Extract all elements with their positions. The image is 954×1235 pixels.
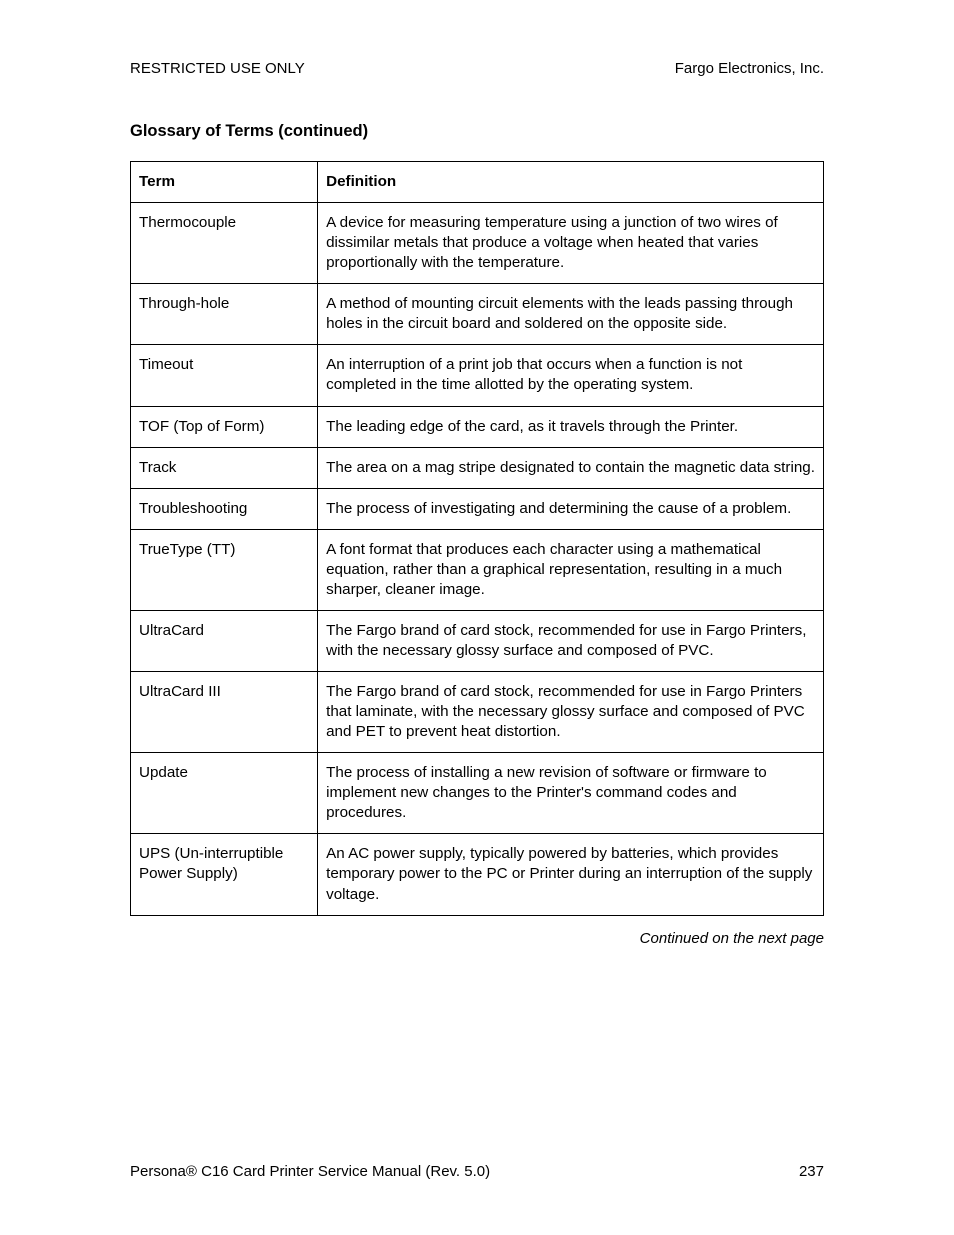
term-column-header: Term — [131, 162, 318, 203]
page-header: RESTRICTED USE ONLY Fargo Electronics, I… — [130, 60, 824, 77]
header-left-text: RESTRICTED USE ONLY — [130, 60, 305, 77]
footer-product-prefix: Persona — [130, 1163, 186, 1180]
definition-cell: An interruption of a print job that occu… — [318, 345, 824, 406]
table-row: UPS (Un-interruptible Power Supply) An A… — [131, 834, 824, 915]
footer-page-number: 237 — [799, 1163, 824, 1180]
table-row: TrueType (TT) A font format that produce… — [131, 529, 824, 610]
definition-cell: The leading edge of the card, as it trav… — [318, 406, 824, 447]
header-right-text: Fargo Electronics, Inc. — [675, 60, 824, 77]
term-cell: TOF (Top of Form) — [131, 406, 318, 447]
table-row: Timeout An interruption of a print job t… — [131, 345, 824, 406]
table-row: UltraCard The Fargo brand of card stock,… — [131, 610, 824, 671]
page-footer: Persona® C16 Card Printer Service Manual… — [130, 1163, 824, 1180]
footer-left-text: Persona® C16 Card Printer Service Manual… — [130, 1163, 490, 1180]
definition-cell: A device for measuring temperature using… — [318, 203, 824, 284]
continued-note: Continued on the next page — [130, 930, 824, 947]
term-cell: TrueType (TT) — [131, 529, 318, 610]
term-cell: Thermocouple — [131, 203, 318, 284]
table-row: Through-hole A method of mounting circui… — [131, 284, 824, 345]
definition-cell: A method of mounting circuit elements wi… — [318, 284, 824, 345]
definition-cell: The Fargo brand of card stock, recommend… — [318, 610, 824, 671]
table-row: Troubleshooting The process of investiga… — [131, 488, 824, 529]
document-page: RESTRICTED USE ONLY Fargo Electronics, I… — [0, 0, 954, 1235]
section-title: Glossary of Terms (continued) — [130, 122, 824, 141]
definition-cell: An AC power supply, typically powered by… — [318, 834, 824, 915]
term-cell: Troubleshooting — [131, 488, 318, 529]
footer-product-suffix: C16 Card Printer Service Manual (Rev. 5.… — [197, 1163, 490, 1180]
term-cell: UltraCard — [131, 610, 318, 671]
glossary-table: Term Definition Thermocouple A device fo… — [130, 161, 824, 916]
definition-cell: A font format that produces each charact… — [318, 529, 824, 610]
definition-cell: The area on a mag stripe designated to c… — [318, 447, 824, 488]
term-cell: UPS (Un-interruptible Power Supply) — [131, 834, 318, 915]
table-row: Update The process of installing a new r… — [131, 753, 824, 834]
table-row: TOF (Top of Form) The leading edge of th… — [131, 406, 824, 447]
definition-cell: The Fargo brand of card stock, recommend… — [318, 672, 824, 753]
table-header-row: Term Definition — [131, 162, 824, 203]
definition-cell: The process of investigating and determi… — [318, 488, 824, 529]
definition-column-header: Definition — [318, 162, 824, 203]
term-cell: Update — [131, 753, 318, 834]
term-cell: Through-hole — [131, 284, 318, 345]
table-row: Thermocouple A device for measuring temp… — [131, 203, 824, 284]
table-row: UltraCard III The Fargo brand of card st… — [131, 672, 824, 753]
term-cell: Track — [131, 447, 318, 488]
table-row: Track The area on a mag stripe designate… — [131, 447, 824, 488]
term-cell: UltraCard III — [131, 672, 318, 753]
registered-mark-icon: ® — [186, 1163, 197, 1180]
term-cell: Timeout — [131, 345, 318, 406]
definition-cell: The process of installing a new revision… — [318, 753, 824, 834]
